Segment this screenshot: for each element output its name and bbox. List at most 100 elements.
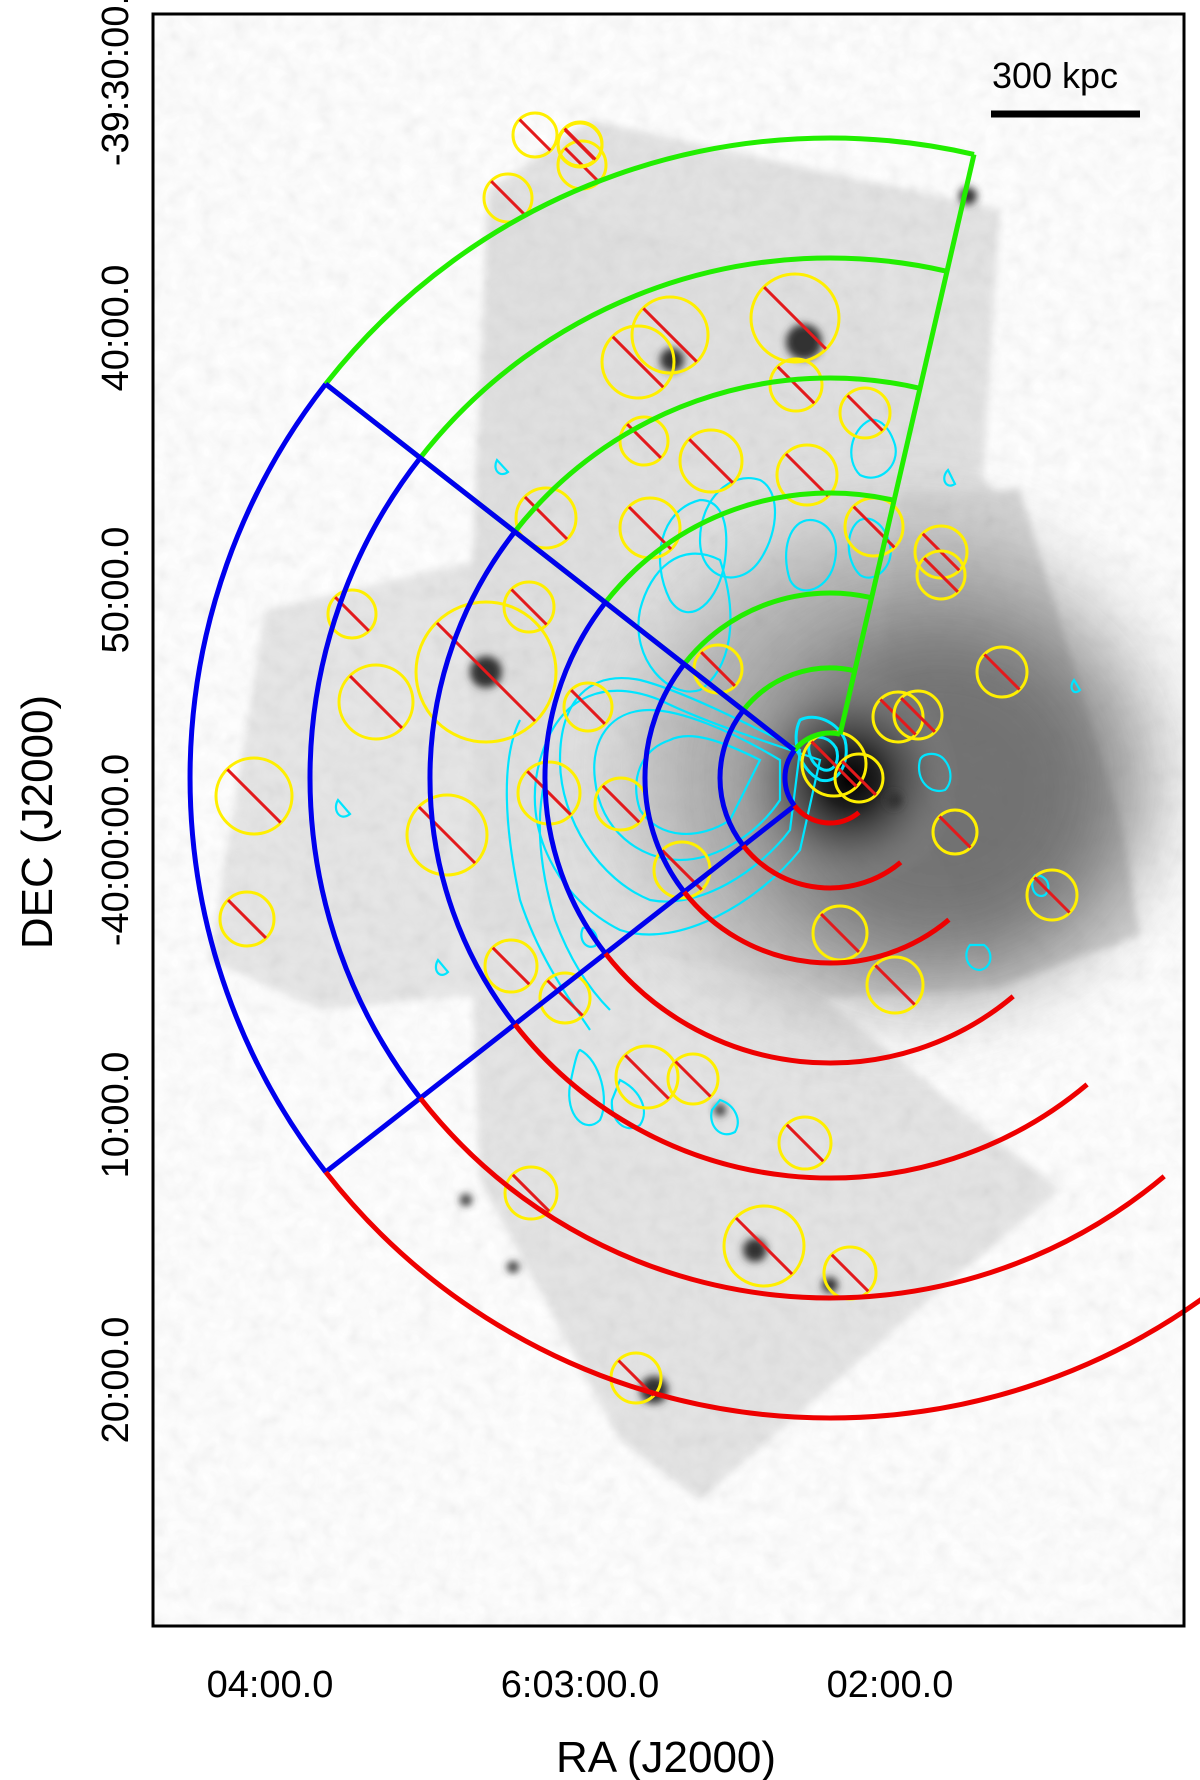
sector-arc <box>418 1096 1166 1301</box>
excluded-source-region <box>337 663 415 741</box>
exclusion-slash <box>763 286 827 350</box>
excluded-source-region <box>511 111 559 159</box>
exclusion-circle <box>511 111 559 159</box>
excluded-source-region <box>482 172 534 224</box>
sector-edge <box>324 382 797 753</box>
excluded-source-region <box>775 443 839 507</box>
exclusion-slash <box>226 768 282 824</box>
exclusion-slash <box>820 913 860 953</box>
exclusion-slash <box>526 770 572 816</box>
sector-annuli <box>187 135 1200 1421</box>
exclusion-circle <box>514 486 578 550</box>
exclusion-slash <box>491 946 531 986</box>
exclusion-slash <box>490 180 526 216</box>
excluded-source-region <box>871 690 925 744</box>
exclusion-slash <box>349 675 403 729</box>
exclusion-slash <box>624 1054 670 1100</box>
radio-contours <box>334 418 1082 1136</box>
exclusion-slash <box>601 784 641 824</box>
exclusion-slash <box>846 394 884 432</box>
exclusion-slash <box>983 653 1021 691</box>
excluded-source-region <box>405 793 489 877</box>
exclusion-slash <box>563 127 597 161</box>
y-axis-ticks: -39:30:00.0 40:00.0 50:00.0 -40:00:00.0 … <box>95 0 137 1443</box>
excluded-sources <box>214 111 1079 1405</box>
exclusion-slash <box>523 495 569 541</box>
excluded-source-region <box>975 645 1029 699</box>
y-tick-label: 50:00.0 <box>95 527 137 654</box>
scale-bar-label: 300 kpc <box>992 55 1118 96</box>
exclusion-slash <box>874 964 916 1006</box>
exclusion-circle <box>975 645 1029 699</box>
exclusion-slash <box>417 805 477 865</box>
excluded-source-region <box>892 689 944 741</box>
exclusion-slash <box>852 505 896 549</box>
sector-edge <box>324 803 797 1174</box>
exclusion-circle <box>214 756 294 836</box>
x-axis-title: RA (J2000) <box>556 1733 776 1780</box>
sector-arc <box>782 748 797 808</box>
excluded-source-region <box>538 971 592 1025</box>
sector-arc <box>418 255 948 460</box>
sector-arc <box>741 665 856 712</box>
exclusion-circle <box>678 428 744 494</box>
x-tick-label: 04:00.0 <box>207 1664 334 1706</box>
exclusion-circle <box>931 808 979 856</box>
exclusion-circle <box>337 663 415 741</box>
excluded-source-region <box>562 681 614 733</box>
excluded-source-region <box>556 120 604 168</box>
excluded-source-region <box>838 386 892 440</box>
exclusion-slash <box>511 1173 551 1213</box>
excluded-source-region <box>630 295 710 375</box>
exclusion-slash <box>227 899 267 939</box>
exclusion-circle <box>865 955 925 1015</box>
exclusion-slash <box>776 365 816 405</box>
excluded-source-region <box>502 580 556 634</box>
excluded-source-region <box>214 756 294 836</box>
excluded-source-region <box>1025 868 1079 922</box>
x-tick-label: 02:00.0 <box>827 1664 954 1706</box>
exclusion-slash <box>627 505 673 551</box>
exclusion-circle <box>600 324 676 400</box>
sector-south <box>323 804 1200 1421</box>
y-axis-title: DEC (J2000) <box>13 695 62 949</box>
exclusion-circle <box>482 172 534 224</box>
sector-east <box>187 382 797 1174</box>
exclusion-circle <box>556 120 604 168</box>
exclusion-circle <box>614 1044 680 1110</box>
exclusion-slash <box>518 118 552 152</box>
exclusion-circle <box>218 890 276 948</box>
exclusion-circle <box>915 549 967 601</box>
x-tick-label: 6:03:00.0 <box>501 1664 659 1706</box>
sector-arc <box>741 844 903 891</box>
sector-arc <box>792 730 841 752</box>
excluded-source-region <box>503 1165 559 1221</box>
exclusion-circle <box>777 1115 833 1171</box>
y-tick-label: -39:30:00.0 <box>95 0 137 166</box>
exclusion-slash <box>510 588 548 626</box>
exclusion-slash <box>674 1060 712 1098</box>
excluded-source-region <box>865 955 925 1015</box>
exclusion-circle <box>833 752 885 804</box>
exclusion-slash <box>879 698 917 736</box>
plot-frame <box>151 12 1186 1628</box>
sector-arc <box>512 1022 1089 1181</box>
sector-arc <box>323 135 975 386</box>
exclusion-circle <box>630 295 710 375</box>
excluded-source-region <box>218 890 276 948</box>
exclusion-circle <box>538 971 592 1025</box>
exclusion-circle <box>871 690 925 744</box>
excluded-source-region <box>678 428 744 494</box>
exclusion-circle <box>913 524 969 580</box>
excluded-source-region <box>915 549 967 601</box>
exclusion-circle <box>811 904 869 962</box>
exclusion-circle <box>892 689 944 741</box>
exclusion-slash <box>830 1253 870 1293</box>
exclusion-circle <box>503 1165 559 1221</box>
sector-arc <box>642 662 687 894</box>
x-axis-ticks: 04:00.0 6:03:00.0 02:00.0 <box>207 1664 954 1706</box>
exclusion-circle <box>838 386 892 440</box>
excluded-source-region <box>833 752 885 804</box>
exclusion-circle <box>326 588 378 640</box>
